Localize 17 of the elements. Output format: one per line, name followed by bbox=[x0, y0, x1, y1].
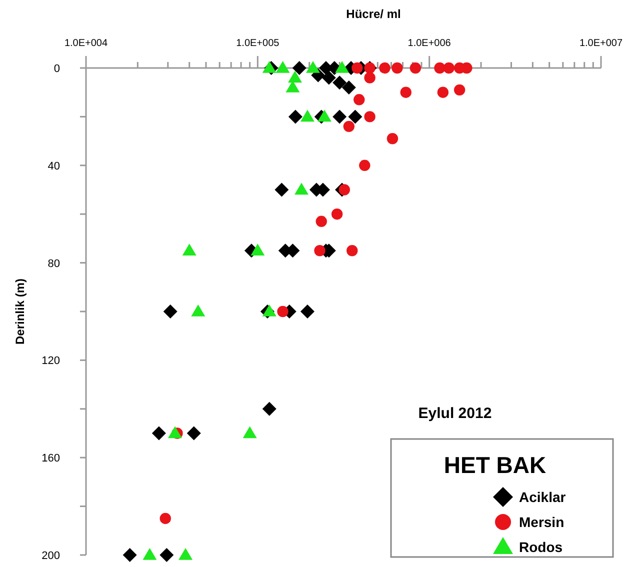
y-tick-label: 160 bbox=[42, 452, 60, 465]
annotation: Eylul 2012 bbox=[418, 405, 492, 422]
x-tick-label: 1.0E+004 bbox=[64, 38, 108, 49]
x-axis-title: Hücre/ ml bbox=[346, 7, 401, 21]
y-tick-label: 0 bbox=[54, 63, 60, 75]
x-tick-label: 1.0E+005 bbox=[236, 38, 280, 49]
x-tick-label: 1.0E+007 bbox=[579, 38, 623, 49]
y-axis-title: Derinlik (m) bbox=[13, 278, 27, 345]
legend-label: Aciklar bbox=[519, 489, 566, 505]
y-tick-label: 40 bbox=[48, 160, 60, 172]
y-tick-label: 120 bbox=[42, 355, 60, 368]
legend-title: HET BAK bbox=[444, 452, 546, 478]
y-tick-label: 200 bbox=[42, 550, 60, 562]
legend-label: Rodos bbox=[519, 539, 563, 555]
y-tick-label: 80 bbox=[48, 258, 60, 270]
x-tick-label: 1.0E+006 bbox=[408, 38, 452, 49]
legend-label: Mersin bbox=[519, 514, 564, 530]
